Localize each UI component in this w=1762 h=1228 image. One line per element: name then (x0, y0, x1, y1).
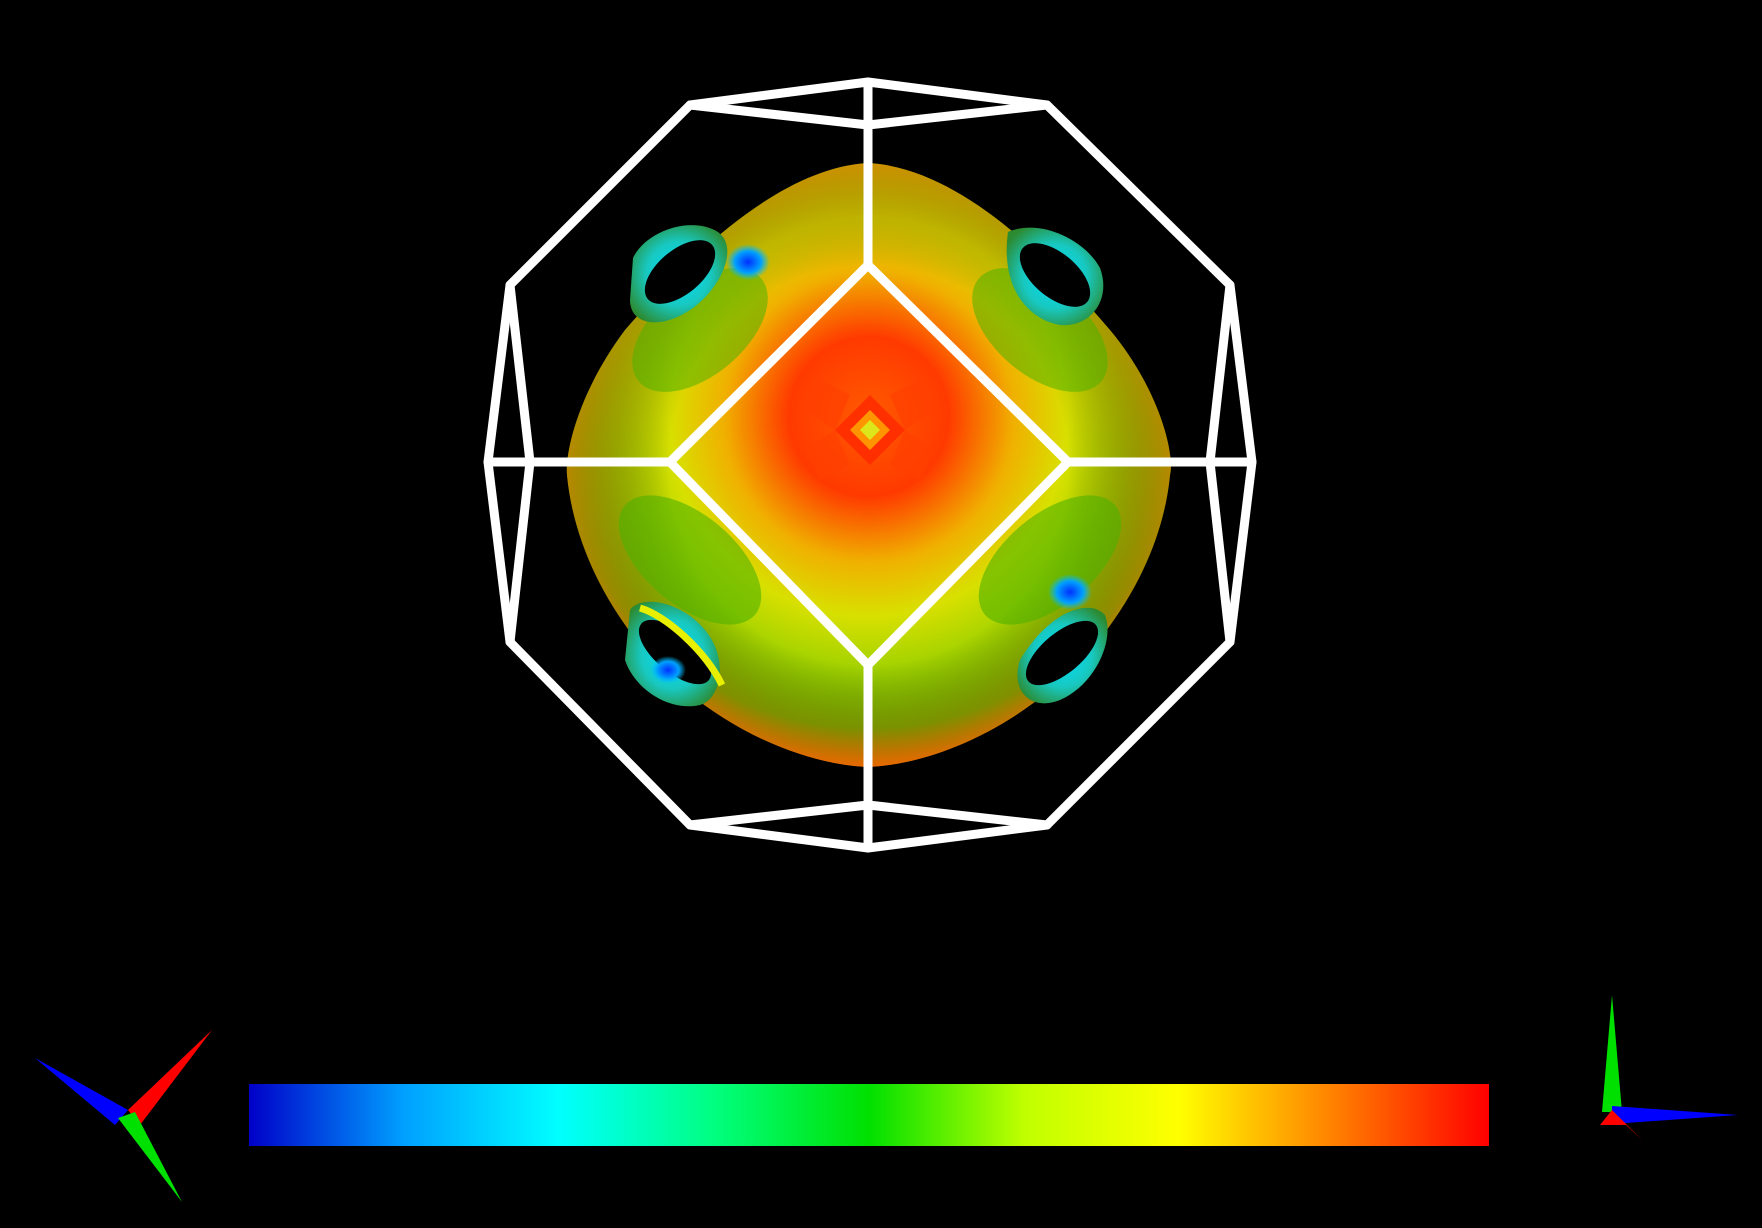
green-band (972, 268, 1108, 392)
axis-red-icon (128, 1030, 212, 1125)
axes-triad-icon (35, 1030, 212, 1202)
axis-green-icon (1602, 995, 1622, 1112)
axes-triad-icon (1600, 995, 1738, 1140)
neck-pocket-bottom-right (1017, 574, 1108, 704)
fermi-surface (566, 163, 1171, 767)
axis-blue-icon (35, 1058, 128, 1125)
frame-front-square (665, 260, 1073, 670)
colorbar (249, 1084, 1489, 1146)
green-band (978, 495, 1122, 625)
axis-green-icon (118, 1112, 182, 1202)
neck-pocket-top-left (630, 225, 770, 323)
center-hotspot (805, 380, 935, 480)
axis-red-icon (1600, 1110, 1642, 1140)
brillouin-zone-frame (483, 77, 1257, 853)
axis-blue-icon (1612, 1106, 1738, 1124)
neck-pocket-top-right (1006, 227, 1104, 326)
neck-pocket-bottom-left (625, 601, 726, 707)
green-band (632, 268, 768, 392)
green-band (618, 495, 762, 625)
